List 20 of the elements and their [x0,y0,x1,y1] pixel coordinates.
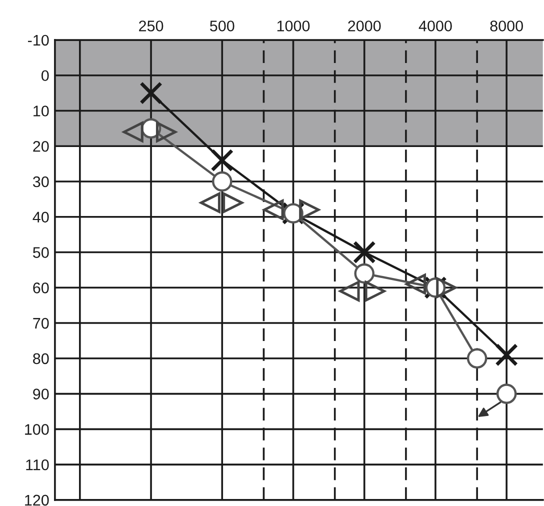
y-tick-label: 30 [32,176,49,188]
x-tick-label: 500 [210,20,234,32]
x-tick-label: 1000 [277,20,310,32]
y-tick-label: 10 [34,106,49,116]
y-tick-label: 70 [33,318,49,329]
y-tick-label: 100 [25,424,49,435]
x-tick-label: 8000 [490,20,523,32]
y-tick-label: 20 [33,140,49,152]
y-tick-label: 50 [33,247,49,258]
y-tick-label: 90 [33,388,49,400]
y-tick-label: 110 [26,459,49,470]
y-tick-label: 80 [33,353,49,364]
y-tick-label: 120 [25,494,49,506]
x-tick-label: 4000 [418,20,452,32]
x-tick-label: 2000 [348,20,381,32]
y-tick-label: 40 [32,212,49,223]
y-tick-label: 0 [41,70,49,82]
x-tick-label: 250 [139,20,164,32]
y-tick-label: 60 [33,282,49,294]
y-tick-label: -10 [28,34,49,46]
